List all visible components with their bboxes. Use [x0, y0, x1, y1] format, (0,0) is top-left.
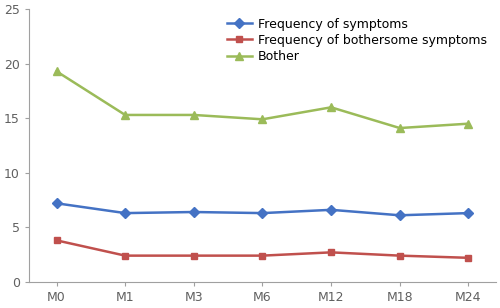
Frequency of bothersome symptoms: [122, 254, 128, 257]
Bother: [122, 113, 128, 117]
Bother: [466, 122, 471, 126]
Line: Bother: Bother: [52, 67, 472, 132]
Bother: [191, 113, 197, 117]
Frequency of bothersome symptoms: [328, 250, 334, 254]
Frequency of bothersome symptoms: [396, 254, 402, 257]
Bother: [260, 117, 266, 121]
Frequency of bothersome symptoms: [191, 254, 197, 257]
Frequency of bothersome symptoms: [466, 256, 471, 260]
Bother: [328, 105, 334, 109]
Frequency of symptoms: [328, 208, 334, 212]
Frequency of bothersome symptoms: [54, 238, 60, 242]
Legend: Frequency of symptoms, Frequency of bothersome symptoms, Bother: Frequency of symptoms, Frequency of both…: [224, 15, 490, 66]
Frequency of symptoms: [396, 213, 402, 217]
Bother: [396, 126, 402, 130]
Frequency of symptoms: [54, 201, 60, 205]
Frequency of symptoms: [191, 210, 197, 214]
Frequency of symptoms: [122, 211, 128, 215]
Frequency of symptoms: [260, 211, 266, 215]
Frequency of bothersome symptoms: [260, 254, 266, 257]
Frequency of symptoms: [466, 211, 471, 215]
Line: Frequency of bothersome symptoms: Frequency of bothersome symptoms: [53, 237, 472, 261]
Line: Frequency of symptoms: Frequency of symptoms: [53, 200, 472, 219]
Bother: [54, 70, 60, 73]
